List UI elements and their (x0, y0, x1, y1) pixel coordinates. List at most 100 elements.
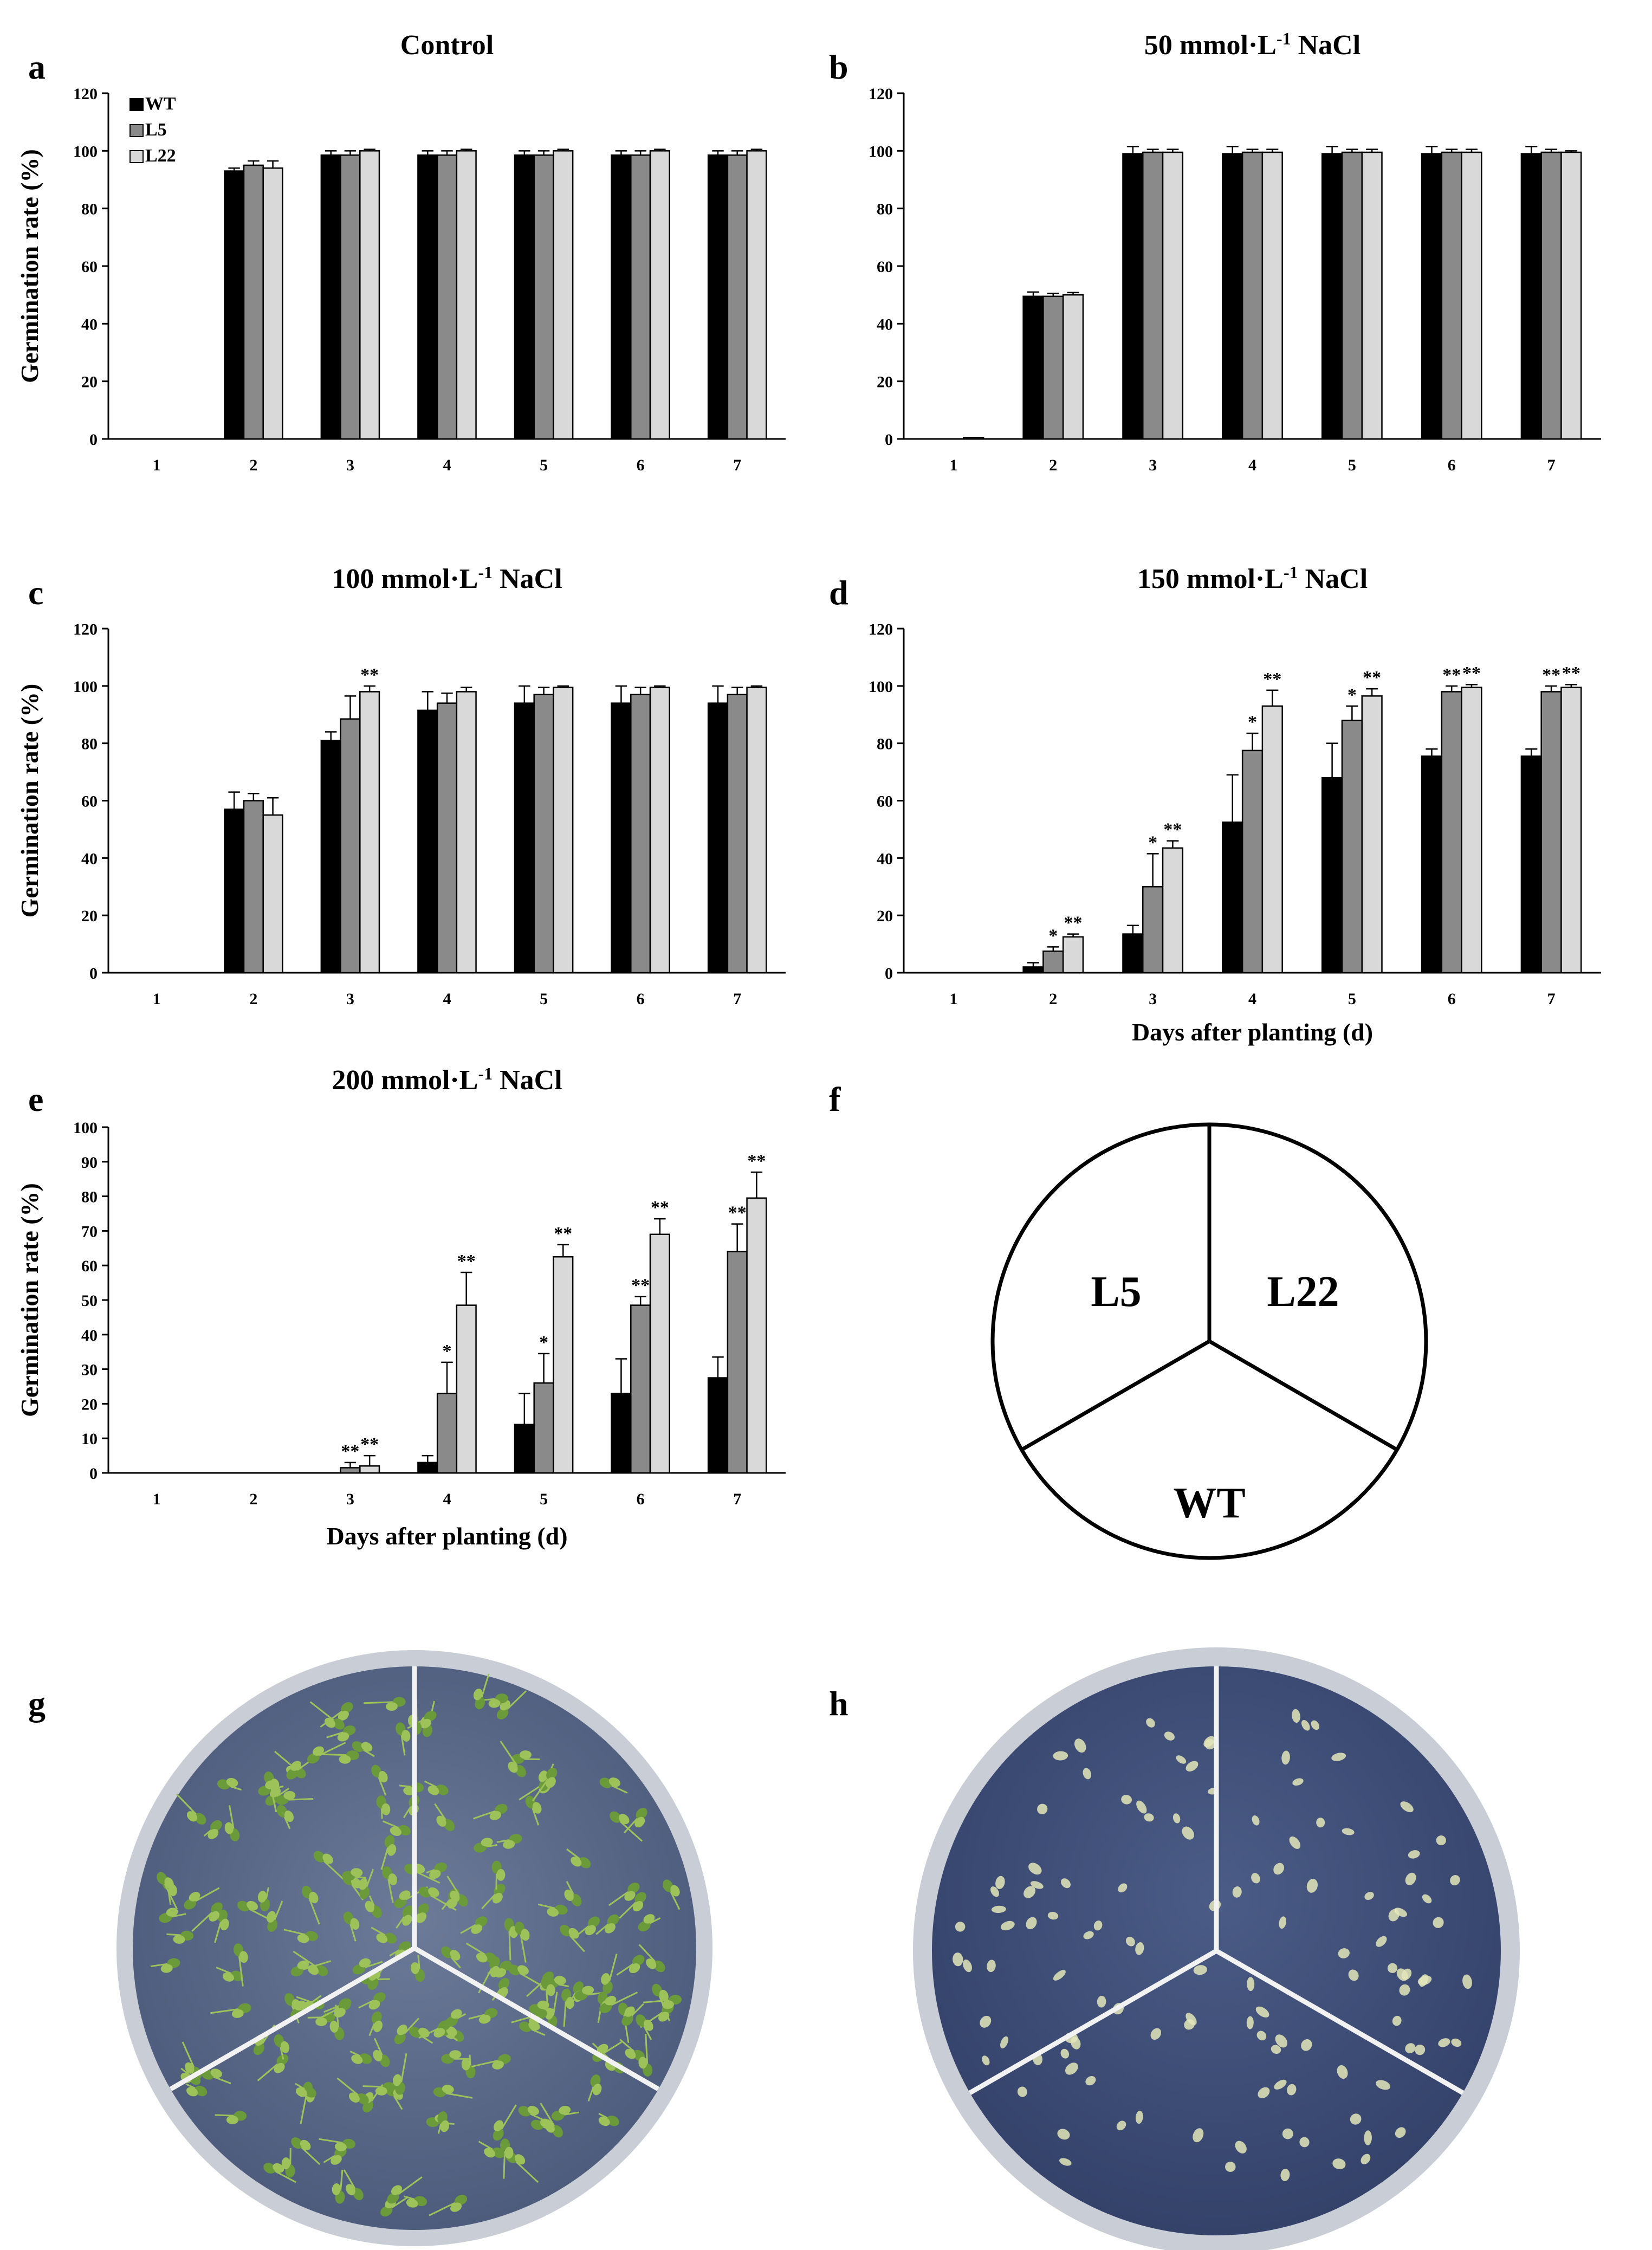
y-tick-label: 40 (877, 315, 893, 333)
x-tick-label: 7 (1547, 990, 1556, 1008)
y-tick-label: 120 (73, 620, 98, 638)
seed (1417, 1975, 1432, 1986)
seedling-stem (500, 2104, 517, 2131)
seedling-leaf (351, 1868, 363, 1877)
seedling-leaf (381, 1803, 391, 1815)
seedling-stem (587, 2084, 595, 2102)
seedling-leaf (546, 1777, 556, 1788)
chart-d-title-suffix: NaCl (1298, 564, 1368, 594)
seed (1348, 1969, 1359, 1981)
seedling-stem (514, 2160, 539, 2183)
seed (955, 1922, 966, 1932)
seedling (210, 2003, 251, 2018)
seedling-leaf (274, 2062, 285, 2073)
legend: WT L5 L22 (129, 94, 176, 166)
seedling-leaf (376, 1933, 388, 1943)
seedling (500, 1741, 527, 1777)
seedling-stem (268, 1785, 284, 1791)
significance-label: * (443, 1341, 452, 1361)
seedling-stem (322, 1859, 346, 1882)
seed (1289, 1836, 1301, 1849)
significance-label: ** (728, 1203, 747, 1223)
seed (1144, 1813, 1154, 1822)
seed (1164, 1731, 1175, 1741)
seedling-stem (441, 1897, 452, 1910)
seedling (313, 1851, 346, 1882)
x-tick-label: 7 (1547, 456, 1556, 474)
seed (1401, 1968, 1412, 1980)
seedling-stem (362, 1961, 383, 1969)
bar-l22 (1062, 936, 1084, 974)
seedling-stem (364, 1701, 395, 1704)
seedling-leaf (494, 2120, 503, 2132)
seedling-stem (326, 1731, 346, 1738)
seed (1392, 2015, 1402, 2026)
seedling-leaf (297, 1934, 309, 1943)
panel-letter-a: a (28, 48, 46, 86)
seedling-leaf (280, 2041, 290, 2053)
seedling (176, 1793, 206, 1825)
seedling-leaf (588, 1916, 600, 1928)
seedling (274, 2034, 290, 2060)
x-tick-label: 3 (1149, 456, 1157, 474)
seedling (441, 2050, 470, 2064)
bar-wt (514, 1424, 535, 1474)
panel-letter-f: f (829, 1080, 841, 1118)
seedling (293, 1950, 328, 1976)
seed (1057, 2129, 1070, 2140)
seedling-leaf (592, 2083, 602, 2096)
seed (1235, 2141, 1247, 2154)
photo-plate-h (913, 1647, 1520, 2250)
seedling-stem (307, 1896, 320, 1925)
seedling-leaf (263, 2163, 276, 2174)
seed (1000, 1921, 1015, 1931)
seedling (638, 1944, 665, 1973)
seed (1299, 2137, 1310, 2148)
bar-l22 (1361, 695, 1383, 974)
seed (1292, 1778, 1304, 1786)
bar-wt (1321, 777, 1343, 974)
seedling (574, 1986, 607, 2001)
bar-l5 (1441, 691, 1462, 974)
seedling-stem (630, 2003, 644, 2018)
seedling-stem (400, 2053, 407, 2085)
seedling-stem (609, 1992, 638, 2007)
seedling-leaf (532, 1802, 542, 1814)
x-tick-label: 3 (346, 456, 354, 474)
y-tick-label: 10 (81, 1430, 98, 1448)
seedling (343, 1911, 360, 1942)
seed (1037, 1803, 1048, 1815)
bar-wt (1321, 153, 1343, 440)
seedling (434, 1803, 455, 1832)
seedling-leaf (545, 2121, 555, 2133)
seed (1017, 2086, 1027, 2097)
bar-wt (707, 154, 729, 440)
seedling-stem (424, 1780, 439, 1789)
seedling-leaf (644, 2019, 653, 2031)
seedling-stem (402, 2018, 420, 2036)
seedling-stem (460, 1923, 478, 1934)
seedling-leaf (446, 2026, 457, 2036)
seedling-leaf (220, 1918, 229, 1931)
seedling (352, 1958, 383, 1975)
seedling (643, 1995, 682, 2009)
panel-letter-b: b (829, 48, 848, 86)
seedling-stem (299, 1995, 322, 2012)
seedling-leaf (625, 2048, 636, 2059)
seed (1405, 2043, 1416, 2053)
seedling-leaf (351, 1877, 361, 1889)
seedling-leaf (307, 1965, 319, 1975)
bar-wt (1222, 821, 1243, 974)
seedling-stem (418, 2027, 441, 2039)
seed (963, 1959, 972, 1973)
seedling (358, 1868, 374, 1899)
seedling-stem (273, 1900, 283, 1922)
seedling-leaf (295, 2087, 307, 2097)
seedling-leaf (224, 1822, 234, 1834)
seedling (329, 2005, 345, 2040)
x-tick-label: 5 (540, 456, 548, 474)
bar-l22 (1162, 151, 1184, 440)
seedling-stem (216, 1967, 234, 1975)
seedling-leaf (388, 1873, 398, 1885)
